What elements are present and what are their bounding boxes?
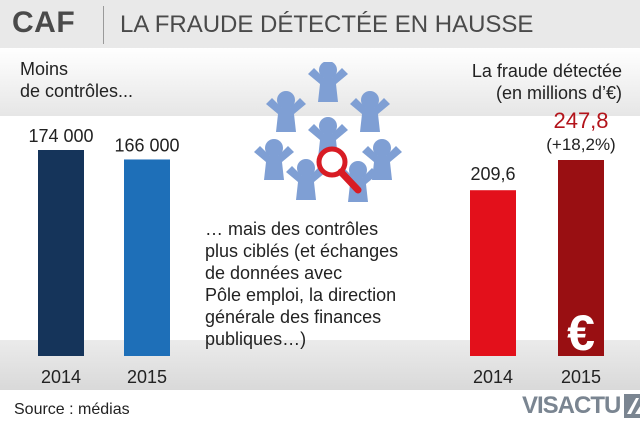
people-network-icon: [254, 62, 402, 202]
euro-icon: €: [567, 305, 595, 361]
explanation-text: … mais des contrôles plus ciblés (et éch…: [205, 218, 398, 350]
explanation-line: publiques…): [205, 329, 307, 349]
controls-chart: 174 000 2014 166 000 2015: [28, 126, 179, 387]
controls-bar-2014: [38, 150, 84, 356]
controls-value-label: 174 000: [28, 126, 93, 146]
logo-text: VISACTU: [522, 392, 621, 419]
controls-year-label: 2015: [127, 367, 167, 387]
explanation-line: Pôle emploi, la direction: [205, 285, 397, 305]
controls-label-line: Moins: [20, 59, 69, 79]
fraud-year-label: 2014: [473, 367, 513, 387]
fraud-value-label: 209,6: [470, 164, 515, 184]
controls-year-label: 2014: [41, 367, 81, 387]
explanation-line: … mais des contrôles: [205, 219, 379, 239]
controls-label: Moins de contrôles...: [20, 58, 133, 102]
fraud-change-annotation: (+18,2%): [546, 135, 615, 154]
fraud-year-label: 2015: [561, 367, 601, 387]
logo-mark-icon: [624, 394, 640, 418]
headline: LA FRAUDE DÉTECTÉE EN HAUSSE: [120, 11, 534, 38]
visactu-logo: VISACTU: [522, 392, 640, 420]
explanation-line: générale des finances: [205, 307, 382, 327]
header-bar: CAF LA FRAUDE DÉTECTÉE EN HAUSSE: [0, 0, 640, 49]
brand-title: CAF: [12, 6, 76, 39]
fraud-bar-2014: [470, 190, 516, 356]
header-divider: [103, 6, 104, 44]
explanation-line: de données avec: [205, 263, 343, 283]
controls-label-line: de contrôles...: [20, 81, 134, 101]
fraud-value-label: 247,8: [553, 108, 608, 133]
explanation-line: plus ciblés (et échanges: [205, 241, 399, 261]
floor-band: [0, 340, 640, 390]
source-note: Source : médias: [14, 401, 130, 418]
fraud-chart: 2014 209,6 2015 247,8 (+18,2%) €: [470, 108, 616, 387]
controls-value-label: 166 000: [114, 135, 179, 155]
fraud-label-line: (en millions d’€): [495, 83, 622, 103]
fraud-label: La fraude détectée (en millions d’€): [472, 60, 622, 104]
magnifier-icon: [316, 146, 362, 194]
controls-bar-2015: [124, 159, 170, 356]
fraud-label-line: La fraude détectée: [471, 61, 622, 81]
fraud-bar-2015: [558, 160, 604, 356]
